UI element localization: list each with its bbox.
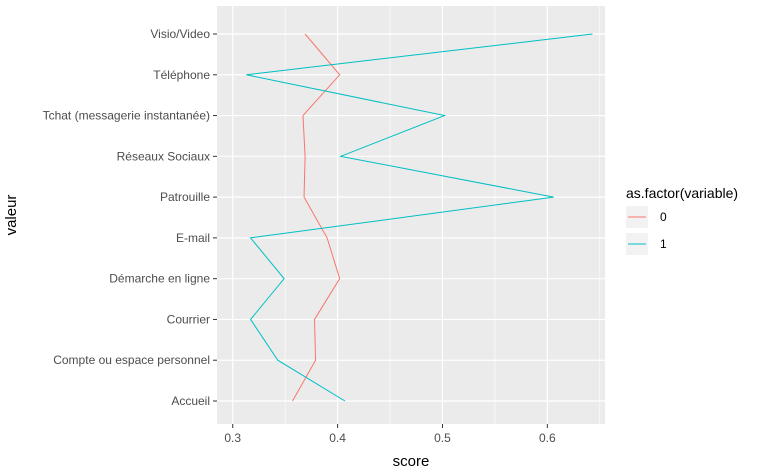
x-tick-label: 0.5 <box>434 431 451 445</box>
y-tick-label: Réseaux Sociaux <box>117 149 210 163</box>
y-axis: Accueil Compte ou espace personnel Courrie… <box>43 27 217 408</box>
series-line-1 <box>246 33 593 402</box>
y-tick-label: E-mail <box>176 231 210 245</box>
legend: as.factor(variable) 0 1 <box>626 185 738 255</box>
y-axis-title: valeur <box>3 195 20 236</box>
series-lines <box>246 33 593 402</box>
x-axis-title: score <box>393 453 430 470</box>
minor-gridlines <box>284 6 601 424</box>
y-tick-label: Accueil <box>171 394 210 408</box>
y-tick-label: Compte ou espace personnel <box>53 353 210 367</box>
y-tick-label: Visio/Video <box>150 27 210 41</box>
legend-title: as.factor(variable) <box>626 185 738 201</box>
y-tick-label: Patrouille <box>160 190 210 204</box>
y-tick-label: Démarche en ligne <box>109 272 210 286</box>
x-tick-label: 0.6 <box>539 431 556 445</box>
x-tick-label: 0.3 <box>224 431 241 445</box>
x-tick-label: 0.4 <box>329 431 346 445</box>
series-line-0 <box>292 33 341 402</box>
major-gridlines <box>217 6 605 424</box>
plot-panel <box>217 6 605 424</box>
y-tick-label: Tchat (messagerie instantanée) <box>43 109 210 123</box>
y-tick-label: Téléphone <box>153 68 210 82</box>
legend-label: 1 <box>660 237 667 251</box>
y-tick-label: Courrier <box>167 312 210 326</box>
x-axis: 0.3 0.4 0.5 0.6 <box>224 424 556 445</box>
legend-label: 0 <box>660 210 667 224</box>
